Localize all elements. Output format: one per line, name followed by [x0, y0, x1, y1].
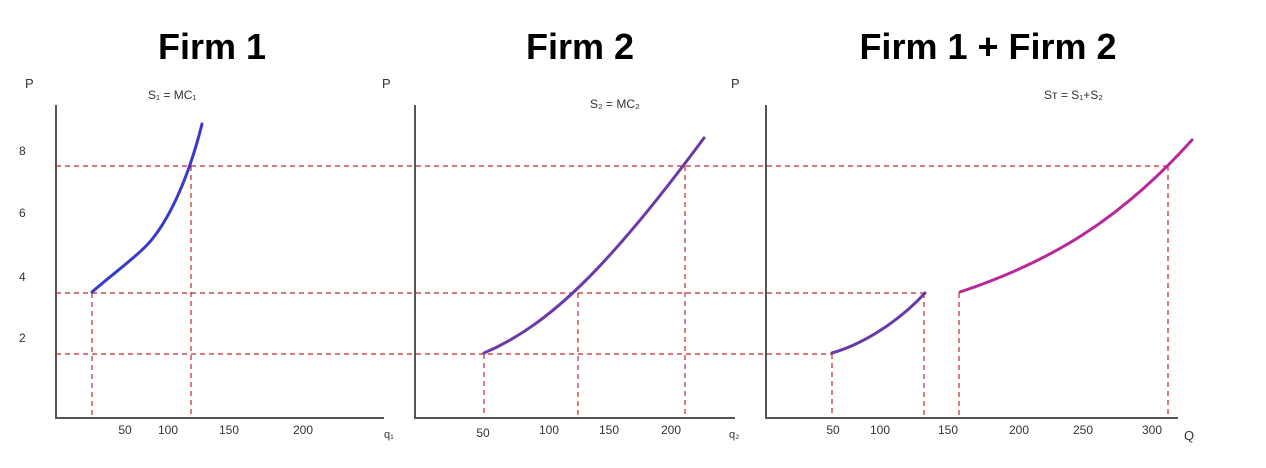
x-tick-label: 200 — [661, 423, 681, 437]
x-tick-label: 50 — [118, 423, 132, 437]
x-tick-labels: 50 100 150 200 50 100 150 200 50 100 150… — [118, 423, 1162, 440]
horizontal-guides — [56, 165, 1168, 355]
total-x-title: Q — [1184, 428, 1194, 443]
firm2-x-title: q₂ — [729, 429, 739, 441]
firm1-curve-label: S₁ = MC₁ — [148, 88, 196, 102]
y-tick-labels: 8 6 4 2 — [19, 144, 26, 345]
y-tick-label: 2 — [19, 331, 26, 345]
x-tick-label: 100 — [158, 423, 178, 437]
total-title: Firm 1 + Firm 2 — [859, 26, 1117, 67]
x-tick-label: 100 — [539, 423, 559, 437]
x-tick-label: 150 — [599, 423, 619, 437]
x-tick-label: 150 — [938, 423, 958, 437]
x-tick-label: 250 — [1073, 423, 1093, 437]
vertical-guides — [91, 166, 1169, 418]
x-tick-label: 50 — [826, 423, 840, 437]
total-supply-curve-lower — [830, 291, 927, 355]
x-tick-label: 300 — [1142, 423, 1162, 437]
firm1-x-title: q₁ — [384, 429, 394, 441]
total-curve-label: Sᴛ = S₁+S₂ — [1044, 88, 1103, 102]
total-y-title: P — [731, 76, 740, 91]
firm2-title: Firm 2 — [525, 26, 635, 67]
firm2-y-title: P — [382, 76, 391, 91]
firm2-curve-label: S₂ = MC₂ — [590, 97, 640, 111]
x-tick-label: 150 — [219, 423, 239, 437]
y-tick-label: 4 — [19, 270, 26, 284]
total-supply-curve-upper — [958, 138, 1194, 294]
firm1-title: Firm 1 — [157, 26, 267, 67]
firm1-supply-curve — [90, 122, 204, 294]
y-tick-label: 8 — [19, 144, 26, 158]
axes — [55, 105, 1178, 419]
y-tick-label: 6 — [19, 206, 26, 220]
firm2-supply-curve — [482, 136, 706, 355]
x-tick-label: 200 — [293, 423, 313, 437]
x-tick-label: 50 — [476, 426, 490, 440]
x-tick-label: 200 — [1009, 423, 1029, 437]
x-tick-label: 100 — [870, 423, 890, 437]
firm1-y-title: P — [25, 76, 34, 91]
